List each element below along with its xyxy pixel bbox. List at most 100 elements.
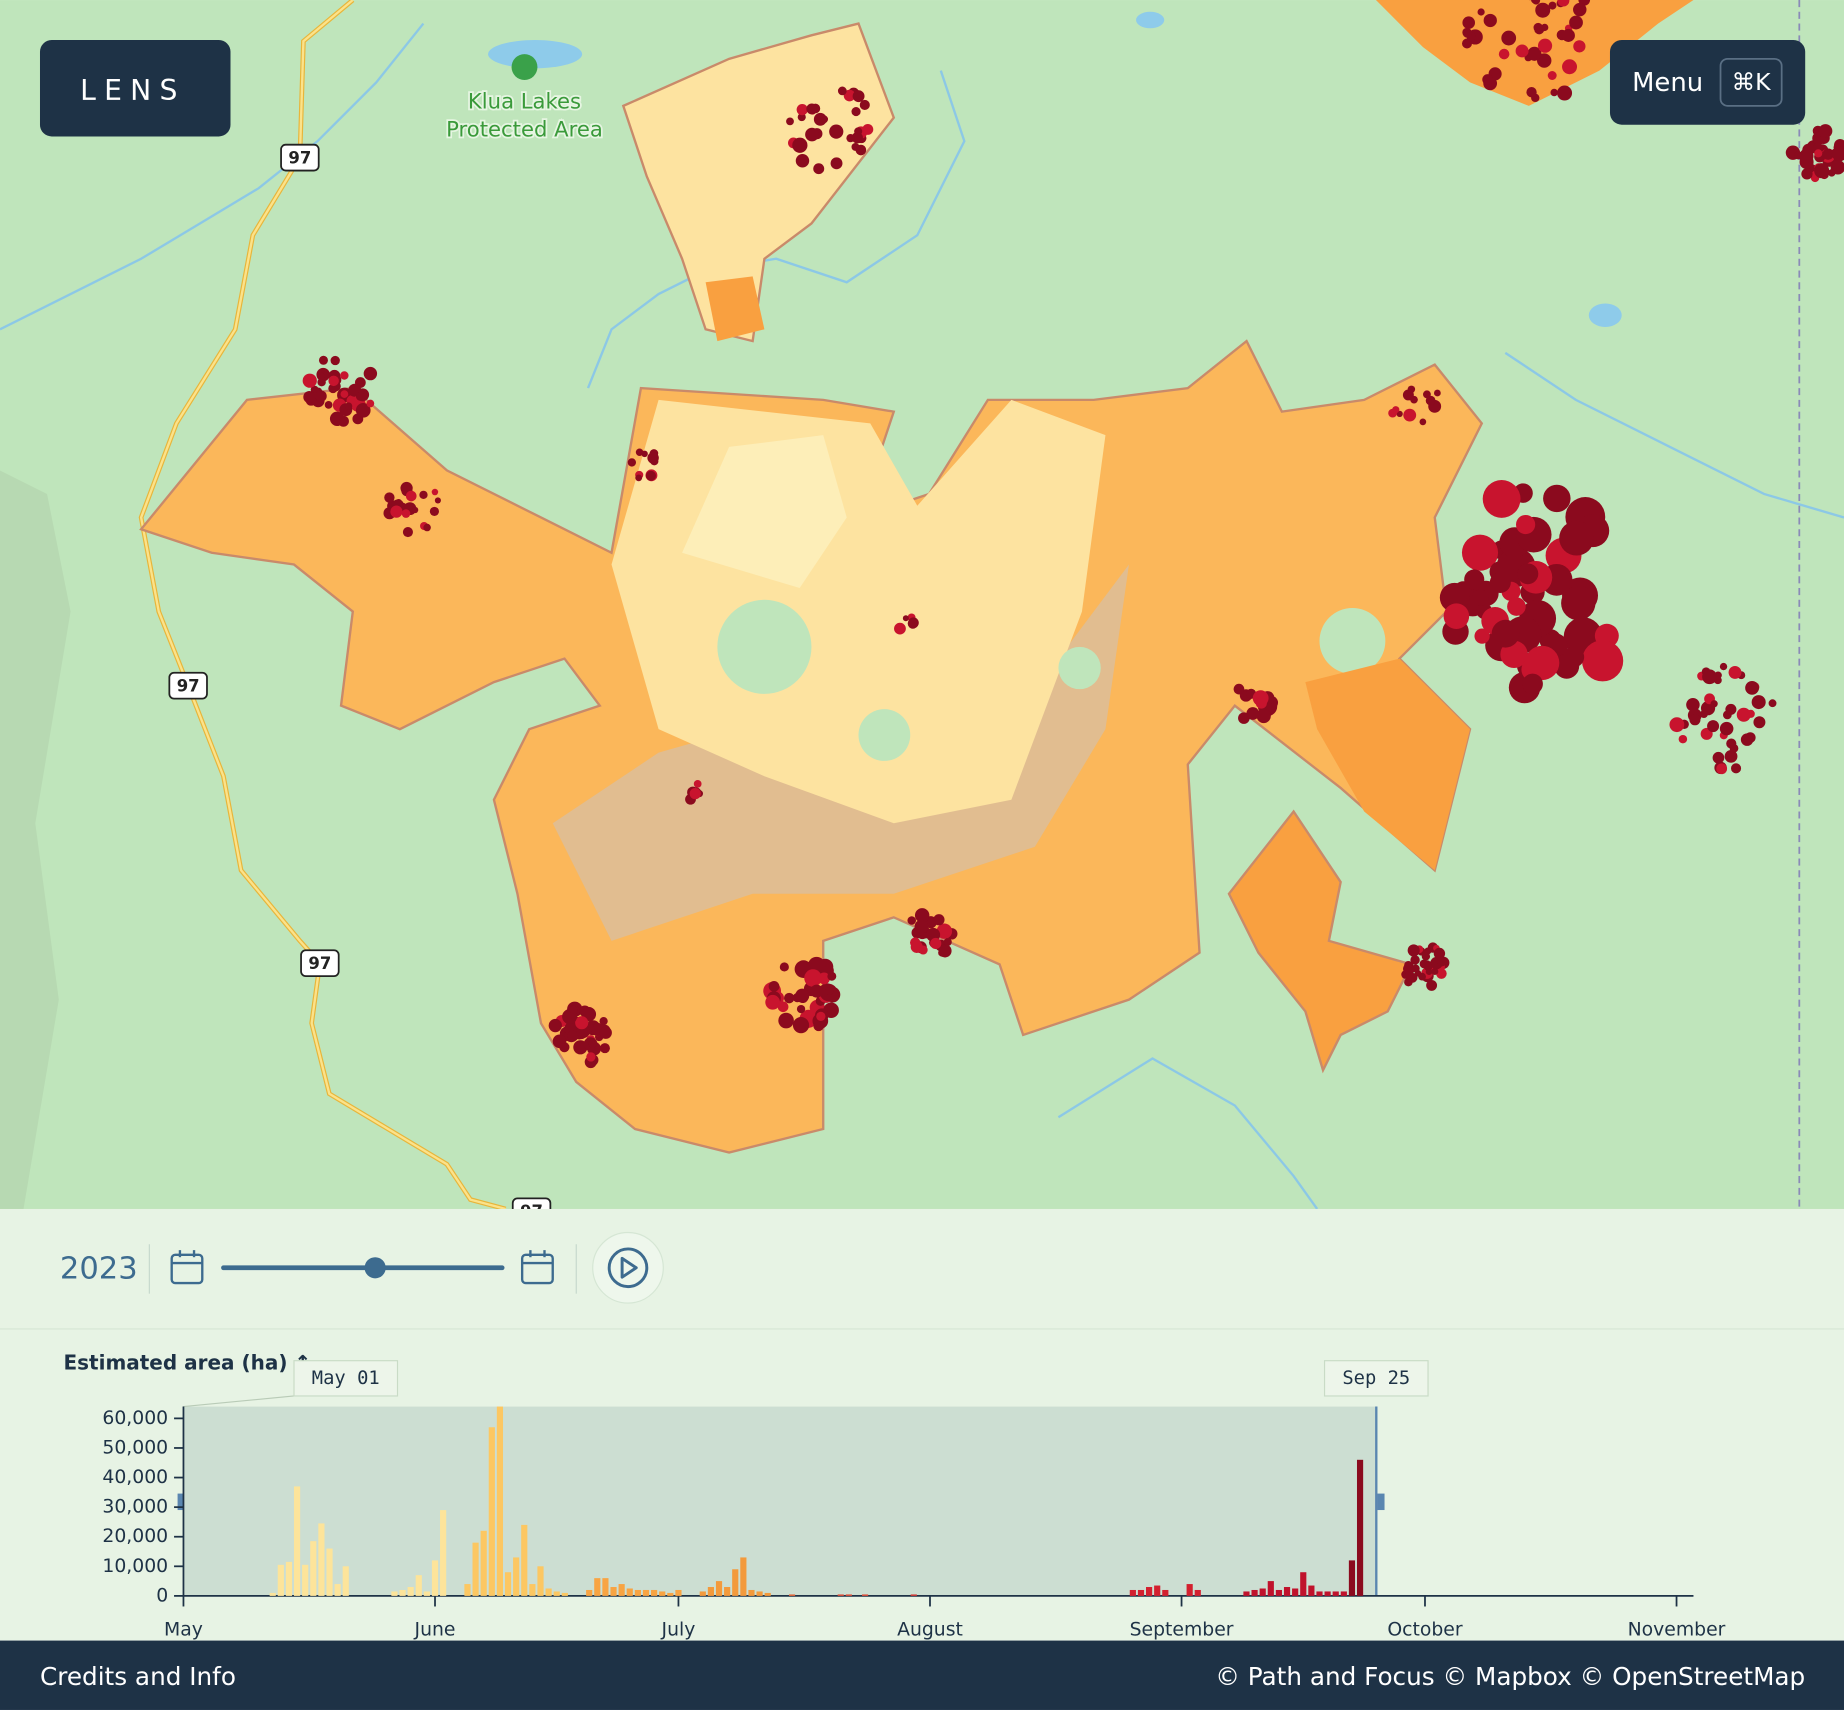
hotspot — [1678, 734, 1688, 744]
hotspot — [434, 497, 441, 504]
bar — [1259, 1588, 1266, 1596]
y-tick-label: 0 — [156, 1585, 168, 1606]
bar — [659, 1591, 666, 1596]
bar — [764, 1592, 771, 1596]
hotspot — [599, 1043, 610, 1054]
hotspot — [1827, 169, 1836, 177]
hotspot — [1669, 717, 1685, 733]
hotspot — [1483, 13, 1497, 28]
date-slider[interactable] — [221, 1257, 505, 1279]
hotspot — [302, 373, 317, 388]
selection-handle — [1377, 1493, 1385, 1511]
hotspot — [1407, 972, 1418, 983]
play-button[interactable] — [592, 1231, 664, 1304]
bar — [326, 1548, 333, 1596]
hotspot — [779, 962, 789, 972]
play-icon — [607, 1247, 649, 1289]
hotspot — [340, 371, 349, 380]
hotspot — [1557, 85, 1573, 101]
menu-button[interactable]: Menu ⌘K — [1609, 40, 1806, 125]
menu-label: Menu — [1632, 68, 1703, 98]
hotspot — [1409, 944, 1420, 956]
selection — [183, 1406, 1377, 1596]
y-tick-label: 60,000 — [102, 1408, 168, 1429]
logo-box — [39, 40, 231, 137]
y-tick-label: 30,000 — [102, 1497, 168, 1518]
bar — [391, 1591, 398, 1596]
hotspot — [1794, 151, 1803, 160]
bar — [1162, 1589, 1169, 1596]
hotspot — [423, 523, 431, 532]
bar — [1292, 1588, 1299, 1596]
bar — [1194, 1589, 1201, 1596]
hotspot — [1831, 146, 1844, 162]
hotspot — [1403, 408, 1417, 422]
highway-shields: 97979797 — [168, 143, 552, 1226]
hotspot — [1517, 563, 1539, 585]
fire-area — [1305, 658, 1471, 871]
year: 2023 — [60, 1252, 138, 1287]
bar — [342, 1566, 349, 1596]
bar — [399, 1589, 406, 1596]
hotspot — [1569, 15, 1583, 30]
hotspot — [1822, 148, 1834, 160]
bar — [634, 1589, 641, 1596]
logo-button[interactable]: LENS — [39, 40, 231, 137]
bar — [277, 1564, 284, 1596]
hotspot — [1531, 0, 1539, 4]
hotspot — [1700, 710, 1708, 719]
footer — [0, 1640, 1844, 1710]
end-date-button[interactable] — [520, 1250, 554, 1285]
hotspot — [1548, 1, 1557, 10]
hotspot — [837, 86, 847, 96]
attribution: © Path and Focus © Mapbox © OpenStreetMa… — [1215, 1662, 1805, 1691]
hotspot — [765, 994, 781, 1010]
start-date-button[interactable] — [170, 1250, 204, 1285]
bar — [1283, 1587, 1291, 1596]
highway-shield — [168, 671, 208, 700]
hotspot — [1561, 585, 1596, 621]
credits-link[interactable]: Credits and Info — [40, 1662, 236, 1691]
river — [1504, 351, 1844, 519]
hotspot — [851, 106, 861, 117]
hotspot — [1425, 968, 1433, 976]
hotspot — [930, 937, 942, 950]
hotspot — [588, 1040, 597, 1049]
x-tick-label: November — [1628, 1619, 1726, 1640]
bar — [318, 1523, 325, 1596]
hotspot — [575, 1016, 589, 1030]
hotspot — [333, 418, 341, 426]
x-tick-label: August — [897, 1619, 963, 1640]
hotspot — [402, 526, 413, 538]
slider-thumb — [364, 1257, 386, 1279]
hotspot — [1477, 8, 1485, 16]
hotspot — [1728, 665, 1742, 679]
hotspot — [933, 914, 945, 926]
hotspot — [1410, 955, 1420, 965]
hotspot — [783, 992, 795, 1004]
hotspot — [1716, 763, 1728, 775]
shortcut: ⌘K — [1732, 68, 1772, 96]
hotspot — [936, 923, 953, 939]
hotspot — [419, 490, 428, 500]
hotspot — [567, 1030, 579, 1042]
hotspot — [859, 99, 870, 110]
place-label: Protected Area — [446, 117, 603, 142]
hotspot — [792, 137, 808, 153]
hotspot — [778, 1012, 794, 1029]
bar — [1324, 1591, 1331, 1596]
hotspot — [328, 375, 339, 387]
place-label: Klua Lakes — [468, 88, 581, 113]
hotspot — [1522, 673, 1543, 695]
hotspot — [1433, 389, 1441, 397]
hotspot — [645, 470, 656, 481]
hotspot — [797, 113, 806, 122]
chart: May 01 Sep 25 0 10,000 20,000 30,000 40,000 50,… — [102, 1360, 1726, 1640]
range-label: May 01 — [312, 1368, 380, 1389]
hotspot — [777, 1001, 789, 1013]
bar — [488, 1427, 495, 1596]
hotspot — [1426, 979, 1438, 991]
bar — [440, 1510, 447, 1596]
hotspot — [401, 509, 411, 518]
